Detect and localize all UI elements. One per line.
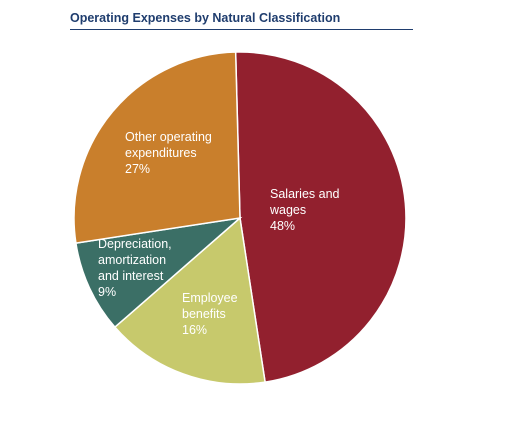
slice-name-label: Depreciation, — [98, 237, 172, 251]
slice-name-label: Salaries and — [270, 187, 340, 201]
chart-title: Operating Expenses by Natural Classifica… — [70, 11, 341, 25]
title-divider — [70, 29, 413, 30]
slice-label: Employee benefits 16% — [182, 291, 238, 337]
slice-percent-label: 16% — [182, 323, 207, 337]
slice-name-label: and interest — [98, 269, 164, 283]
slice-name-label: wages — [269, 203, 306, 217]
slice-percent-label: 9% — [98, 285, 116, 299]
slice-name-label: Other operating — [125, 130, 212, 144]
slice-label: Other operating expenditures 27% — [125, 130, 212, 176]
pie-slice — [234, 51, 407, 383]
slice-label: Salaries and wages 48% — [269, 187, 340, 233]
pie-slice — [73, 51, 241, 244]
slice-label: Depreciation, amortization and interest 9% — [98, 237, 172, 299]
slice-percent-label: 48% — [270, 219, 295, 233]
pie-slice — [75, 216, 243, 329]
slice-name-label: amortization — [98, 253, 166, 267]
slice-name-label: benefits — [182, 307, 226, 321]
slice-name-label: expenditures — [125, 146, 197, 160]
slice-name-label: Employee — [182, 291, 238, 305]
slice-percent-label: 27% — [125, 162, 150, 176]
pie-slice — [113, 216, 266, 385]
